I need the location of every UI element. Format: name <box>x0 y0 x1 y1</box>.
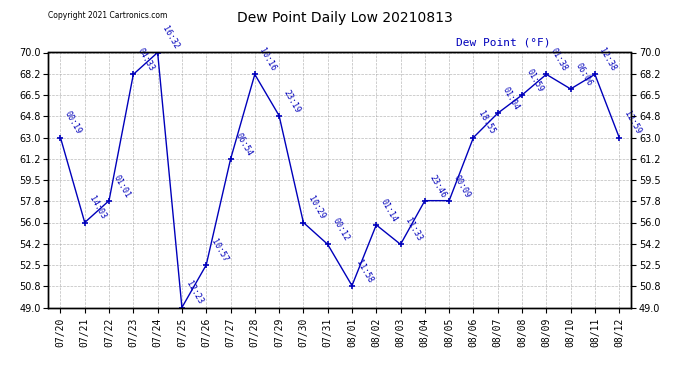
Text: 06:06: 06:06 <box>573 62 593 87</box>
Text: 23:19: 23:19 <box>282 88 302 114</box>
Text: Dew Point Daily Low 20210813: Dew Point Daily Low 20210813 <box>237 11 453 25</box>
Text: 06:54: 06:54 <box>233 132 254 158</box>
Text: 11:33: 11:33 <box>404 217 424 243</box>
Text: 01:14: 01:14 <box>379 197 400 223</box>
Text: 11:58: 11:58 <box>355 258 375 284</box>
Text: 01:59: 01:59 <box>525 68 545 94</box>
Text: Copyright 2021 Cartronics.com: Copyright 2021 Cartronics.com <box>48 11 168 20</box>
Text: Dew Point (°F): Dew Point (°F) <box>457 38 551 47</box>
Text: 00:19: 00:19 <box>63 110 83 136</box>
Text: 01:01: 01:01 <box>112 173 132 199</box>
Text: 01:04: 01:04 <box>500 86 521 112</box>
Text: 12:59: 12:59 <box>622 110 642 136</box>
Text: 10:16: 10:16 <box>257 47 278 73</box>
Text: 12:38: 12:38 <box>598 47 618 73</box>
Text: 00:09: 00:09 <box>452 173 472 199</box>
Text: 12:23: 12:23 <box>185 280 205 306</box>
Text: 00:12: 00:12 <box>331 217 351 243</box>
Text: 16:32: 16:32 <box>160 25 181 51</box>
Text: 23:46: 23:46 <box>428 173 448 199</box>
Text: 18:55: 18:55 <box>476 110 497 136</box>
Text: 01:38: 01:38 <box>549 47 569 73</box>
Text: 04:33: 04:33 <box>136 47 157 73</box>
Text: 14:03: 14:03 <box>88 195 108 221</box>
Text: 10:57: 10:57 <box>209 237 229 264</box>
Text: 10:29: 10:29 <box>306 195 326 221</box>
